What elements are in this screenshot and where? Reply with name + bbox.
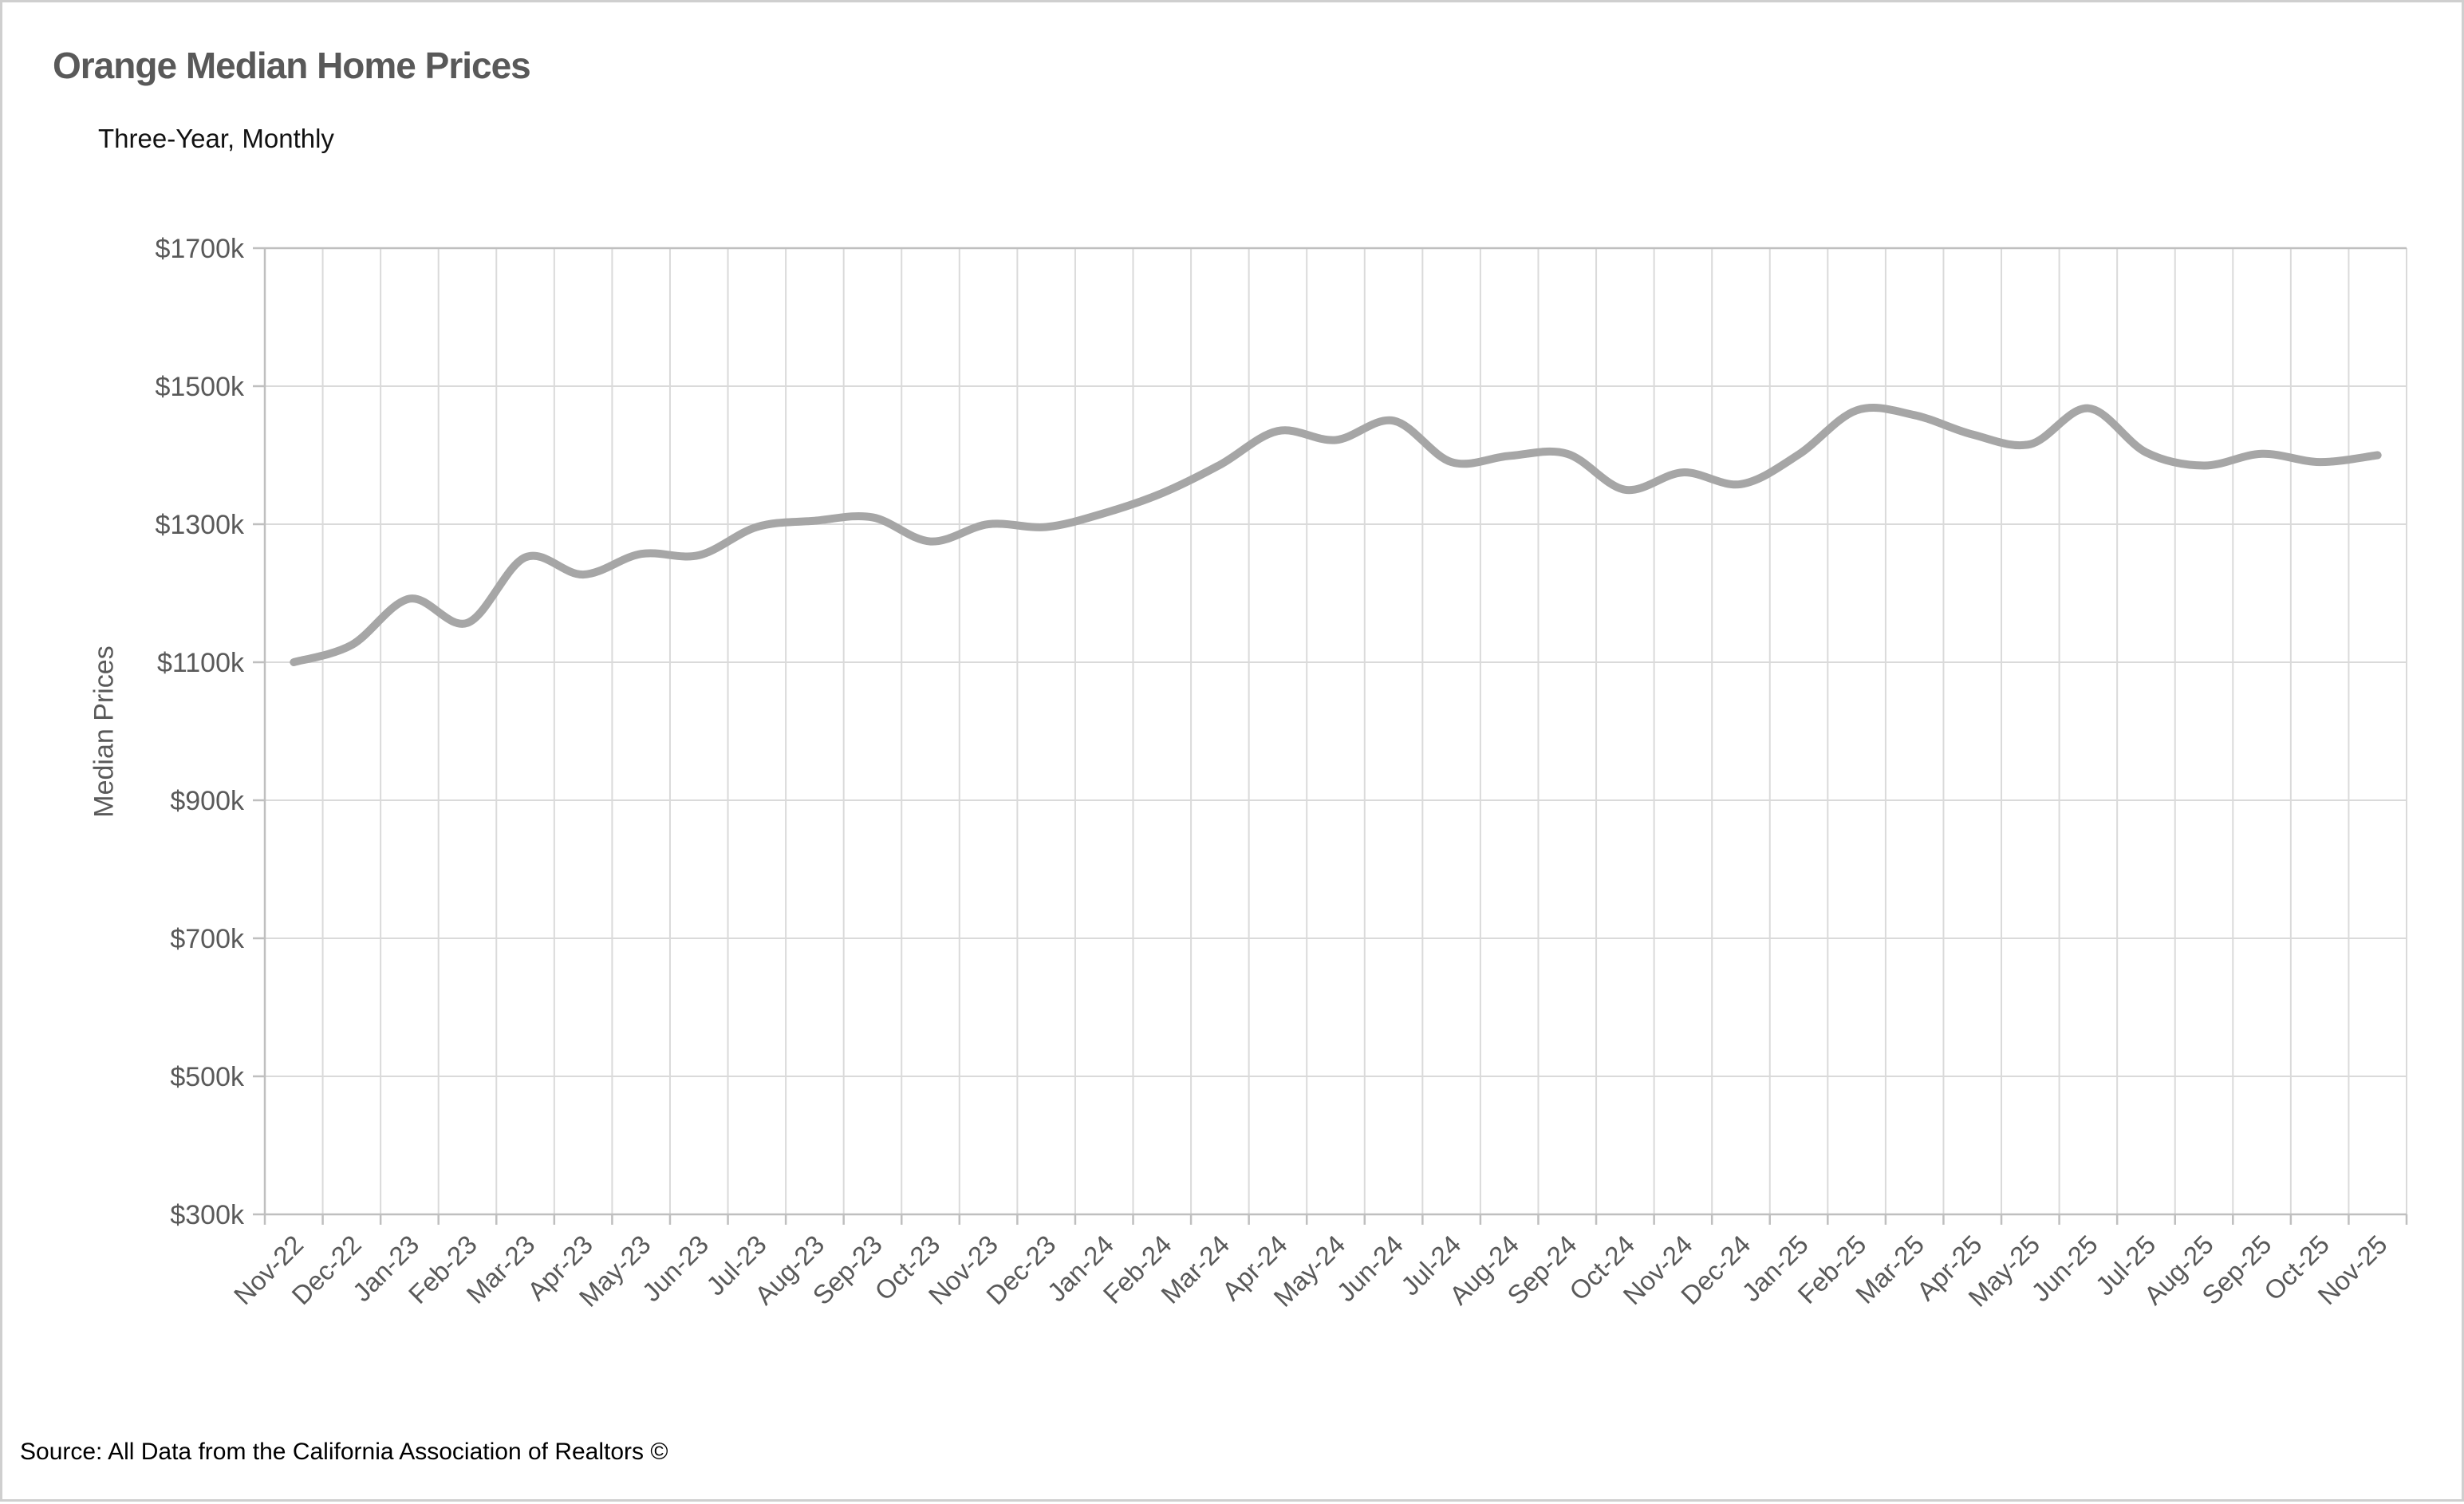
median-price-line-series bbox=[290, 404, 2382, 666]
y-tick-label: $500k bbox=[170, 1062, 245, 1092]
x-tick-label: Jun-25 bbox=[2025, 1230, 2103, 1308]
x-tick-label: Jun-24 bbox=[1331, 1230, 1409, 1308]
y-tick-label: $1100k bbox=[157, 648, 245, 678]
y-tick-label: $1500k bbox=[155, 372, 245, 402]
y-tick-label: $1700k bbox=[155, 234, 245, 264]
source-note: Source: All Data from the California Ass… bbox=[20, 1439, 668, 1465]
x-tick-label: Jun-23 bbox=[637, 1230, 715, 1308]
y-tick-label: $700k bbox=[170, 924, 245, 954]
y-tick-label: $1300k bbox=[155, 510, 245, 540]
chart-subtitle: Three-Year, Monthly bbox=[98, 124, 334, 153]
y-tick-label: $300k bbox=[170, 1200, 245, 1230]
chart-title: Orange Median Home Prices bbox=[53, 45, 531, 86]
y-tick-label: $900k bbox=[170, 786, 245, 816]
